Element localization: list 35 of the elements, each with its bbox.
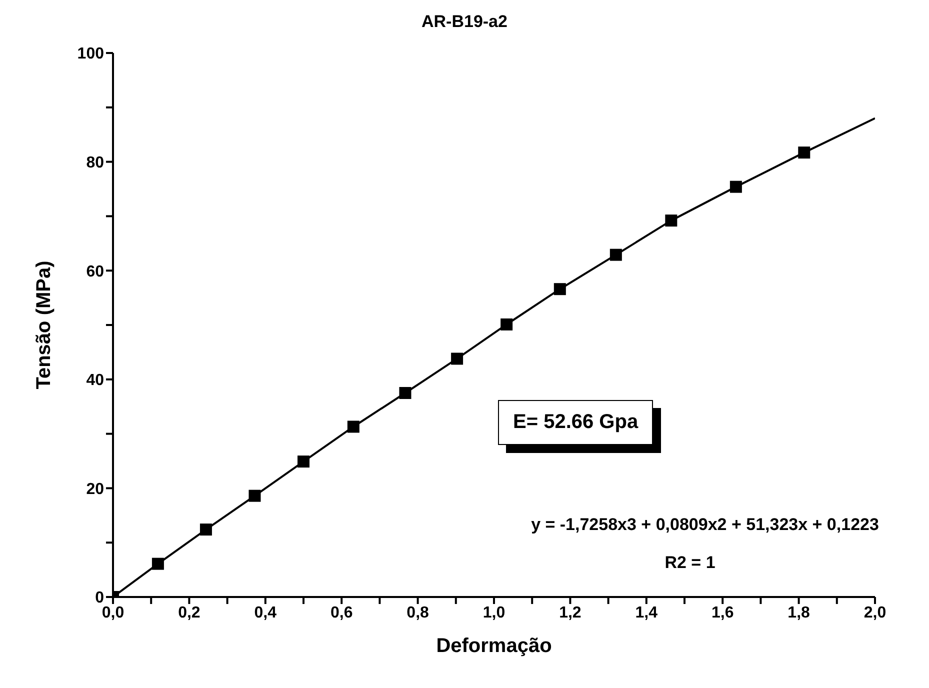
y-tick-label: 80 bbox=[86, 154, 104, 172]
x-tick-label: 0,6 bbox=[330, 604, 353, 622]
y-tick-label: 40 bbox=[86, 372, 104, 390]
x-tick-label: 1,0 bbox=[482, 604, 506, 622]
y-tick-label: 0 bbox=[95, 590, 104, 607]
x-tick-label: 0,0 bbox=[102, 604, 124, 622]
x-tick-label: 2,0 bbox=[864, 604, 886, 622]
point bbox=[200, 524, 212, 536]
point bbox=[451, 352, 464, 365]
x-tick-label: 0,8 bbox=[406, 604, 430, 622]
y-tick-label: 60 bbox=[86, 263, 104, 280]
point bbox=[152, 558, 164, 570]
annotation: y = -1,7258x3 + 0,0809x2 + 51,323x + 0,1223 bbox=[530, 515, 880, 535]
point bbox=[665, 214, 678, 227]
x-tick-label: 1,6 bbox=[711, 604, 734, 622]
y-tick-label: 100 bbox=[77, 46, 104, 63]
annotation: R2 = 1 bbox=[664, 553, 716, 573]
x-axis-title: Deformação bbox=[436, 635, 552, 657]
x-tick-label: 0,2 bbox=[178, 604, 200, 622]
point bbox=[347, 420, 360, 433]
x-tick-label: 1,4 bbox=[635, 604, 658, 622]
point bbox=[610, 248, 622, 261]
x-tick-label: 0,4 bbox=[254, 604, 277, 622]
point bbox=[399, 387, 412, 399]
y-axis-title: Tensão (MPa) bbox=[33, 260, 56, 390]
x-tick-label: 1,2 bbox=[559, 604, 582, 622]
chart-title: AR-B19-a2 bbox=[420, 12, 508, 32]
point bbox=[730, 180, 742, 193]
point bbox=[500, 318, 513, 330]
point bbox=[248, 490, 261, 502]
point bbox=[798, 146, 810, 159]
point bbox=[554, 283, 566, 296]
x-tick-label: 1,8 bbox=[788, 604, 810, 622]
point bbox=[298, 456, 310, 468]
y-tick-label: 20 bbox=[86, 480, 104, 498]
